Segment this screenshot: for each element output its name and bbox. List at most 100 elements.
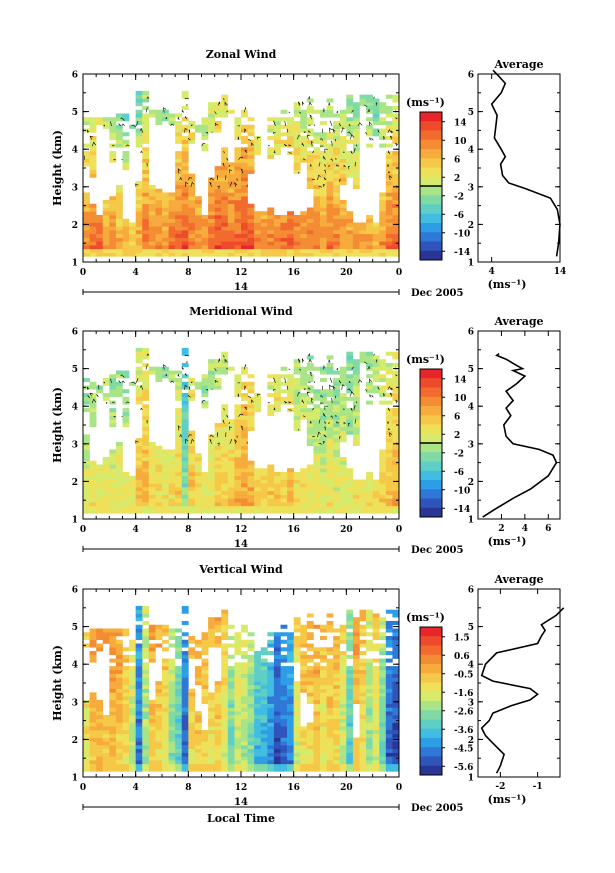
heatmap-cell (313, 215, 321, 220)
heatmap-cell (326, 132, 334, 137)
heatmap-cell (352, 169, 360, 174)
heatmap-cell (221, 688, 229, 693)
heatmap-cell (313, 748, 321, 753)
heatmap-cell (155, 226, 163, 231)
x-tick-label: 16 (287, 268, 300, 278)
heatmap-cell (267, 662, 275, 667)
heatmap-cell (333, 733, 341, 738)
heatmap-cell (135, 707, 143, 712)
heatmap-cell (352, 154, 360, 159)
heatmap-cell (247, 252, 255, 257)
heatmap-cell (372, 666, 380, 671)
heatmap-cell (96, 703, 104, 708)
heatmap-cell (385, 651, 393, 656)
heatmap-cell (241, 393, 248, 398)
heatmap-cell (109, 385, 117, 390)
heatmap-cell (241, 714, 248, 720)
heatmap-cell (385, 188, 393, 193)
heatmap-cell (313, 154, 321, 159)
heatmap-cell (293, 658, 301, 663)
heatmap-cell (115, 763, 123, 768)
heatmap-cell (287, 711, 294, 716)
heatmap-cell (326, 105, 334, 111)
zero-contour (184, 127, 188, 133)
heatmap-cell (372, 737, 380, 742)
heatmap-cell (162, 509, 169, 514)
heatmap-cell (181, 192, 189, 197)
heatmap-cell (392, 767, 400, 772)
heatmap-cell (201, 669, 209, 674)
heatmap-cell (181, 609, 189, 614)
heatmap-cell (96, 502, 104, 507)
heatmap-cell (208, 230, 215, 235)
heatmap-cell (326, 711, 334, 716)
heatmap-cell (280, 718, 288, 723)
heatmap-cell (175, 136, 183, 141)
colorbar-tick-label: -2 (454, 192, 464, 202)
heatmap-cell (247, 688, 255, 693)
heatmap-cell (208, 703, 215, 708)
heatmap-cell (129, 673, 136, 678)
heatmap-cell (293, 756, 301, 761)
heatmap-cell (359, 509, 367, 514)
heatmap-cell (221, 505, 229, 510)
heatmap-cell (247, 423, 255, 428)
zero-contour (298, 358, 301, 363)
heatmap-cell (181, 230, 189, 235)
heatmap-cell (214, 241, 222, 246)
x-tick-label: 0 (80, 268, 86, 278)
profile-x-tick-label: 4 (489, 267, 495, 277)
heatmap-cell (188, 696, 196, 701)
zero-contour (87, 395, 91, 399)
heatmap-cell (102, 475, 110, 480)
heatmap-cell (339, 252, 347, 257)
heatmap-cell (175, 654, 183, 659)
heatmap-cell (214, 502, 222, 507)
heatmap-cell (254, 722, 262, 727)
heatmap-cell (254, 408, 262, 413)
heatmap-cell (227, 494, 235, 499)
heatmap-cell (214, 441, 222, 446)
heatmap-cell (293, 711, 301, 716)
heatmap-cell (201, 737, 209, 742)
heatmap-cell (89, 237, 97, 242)
heatmap-cell (241, 464, 248, 469)
zero-contour (306, 135, 310, 140)
heatmap-cell (280, 666, 288, 671)
heatmap-cell (234, 158, 242, 163)
heatmap-cell (142, 215, 150, 220)
zero-contour (243, 363, 247, 370)
heatmap-cell (392, 192, 400, 197)
heatmap-cell (109, 230, 117, 235)
heatmap-cell (148, 199, 156, 205)
heatmap-cell (234, 684, 242, 689)
heatmap-cell (241, 445, 248, 450)
heatmap-cell (333, 760, 341, 765)
heatmap-cell (300, 756, 308, 761)
heatmap-cell (300, 218, 308, 223)
heatmap-cell (89, 745, 97, 750)
heatmap-cell (109, 673, 117, 678)
heatmap-cell (142, 767, 150, 772)
heatmap-cell (135, 351, 143, 356)
heatmap-cell (333, 370, 341, 375)
heatmap-cell (326, 430, 334, 435)
heatmap-cell (306, 181, 314, 186)
zero-contour (226, 157, 229, 161)
heatmap-cell (115, 248, 123, 253)
heatmap-cell (214, 434, 222, 439)
heatmap-cell (221, 411, 229, 416)
heatmap-cell (392, 688, 400, 693)
zero-contour (237, 136, 240, 140)
heatmap-cell (89, 233, 97, 238)
heatmap-cell (188, 460, 196, 465)
heatmap-cell (359, 748, 367, 753)
heatmap-cell (194, 767, 202, 772)
zonal-x-ticks: 0 4 8 12 16 20 0 (80, 74, 402, 278)
heatmap-cell (181, 136, 189, 141)
heatmap-cell (162, 703, 169, 708)
heatmap-cell (162, 233, 169, 238)
heatmap-cell (155, 624, 163, 629)
heatmap-cell (300, 245, 308, 250)
zero-contour (185, 104, 189, 106)
